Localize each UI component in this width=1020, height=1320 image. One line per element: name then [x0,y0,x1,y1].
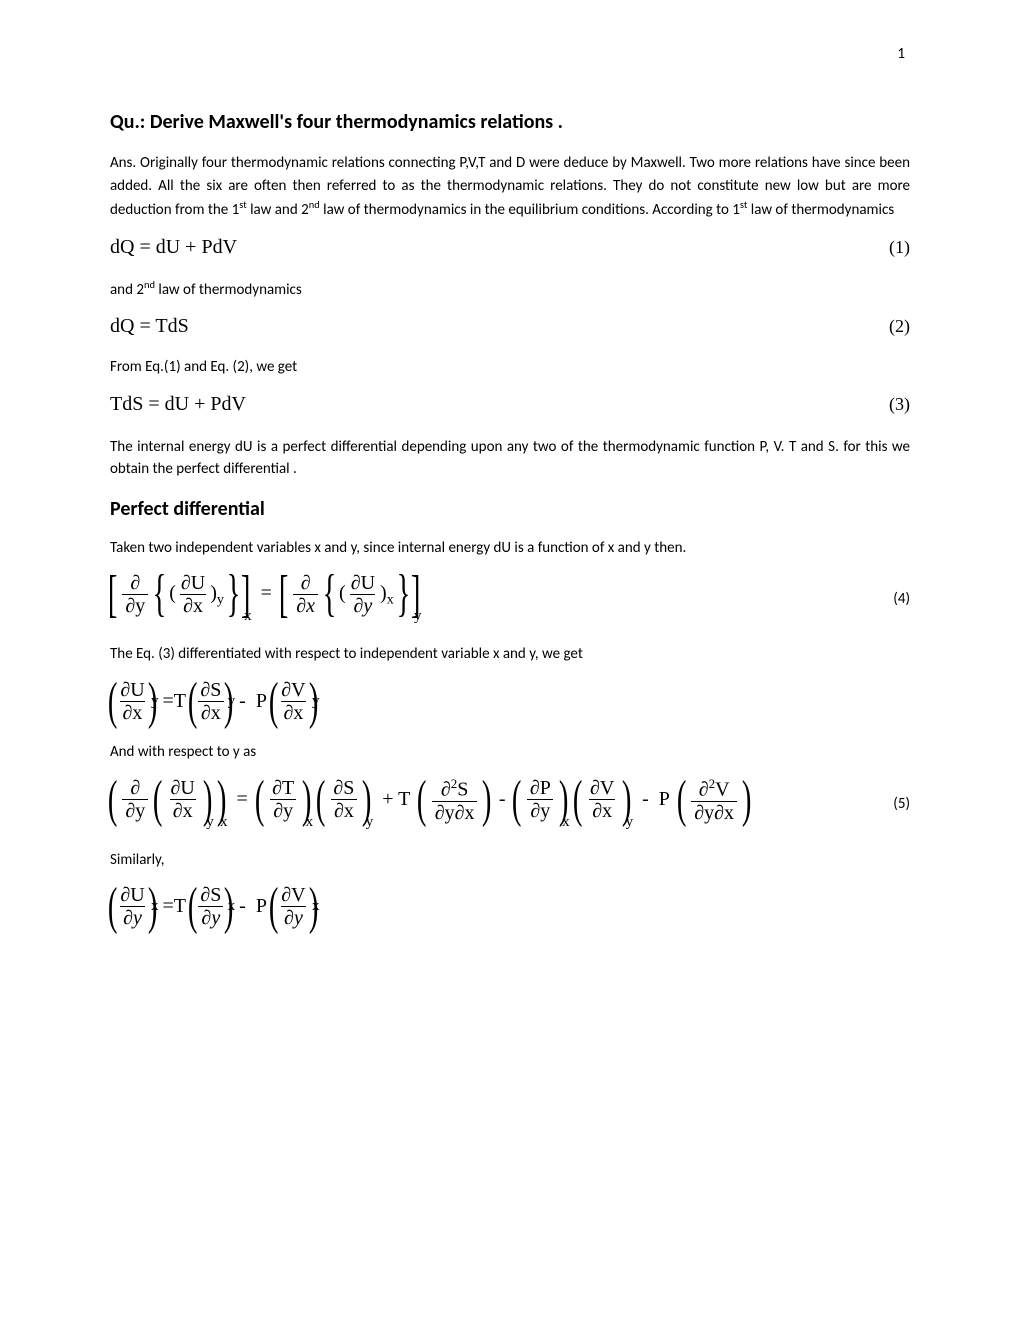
superscript: nd [144,278,155,291]
text: law of thermodynamics [155,281,302,299]
paragraph-6: The Eq. (3) differentiated with respect … [110,643,910,666]
equation-4: [ ∂∂y { (∂U∂x)y } ]x = [ ∂∂x { (∂U∂y)x }… [110,573,910,625]
equation-ux: ( ∂U∂x )y =T ( ∂S∂x )y - P ( ∂V∂x )y [110,680,910,723]
equation-5: ( ∂∂y ( ∂U∂x )y )x = ( ∂T∂y )x ( ∂S∂x )y… [110,777,910,830]
paragraph-7: And with respect to y as [110,741,910,764]
paragraph-3: From Eq.(1) and Eq. (2), we get [110,356,910,379]
superscript: nd [309,198,320,211]
paragraph-5: Taken two independent variables x and y,… [110,537,910,560]
equation-uy: ( ∂U∂y )x =T ( ∂S∂y )x - P ( ∂V∂y )x [110,885,910,928]
equation-text: TdS = dU + PdV [110,393,869,416]
text: and 2 [110,281,144,299]
equation-number: (4) [870,590,910,608]
equation-2: dQ = TdS (2) [110,315,910,338]
equation-text: dQ = TdS [110,315,869,338]
equation-3: TdS = dU + PdV (3) [110,393,910,416]
page: 1 Qu.: Derive Maxwell's four thermodynam… [0,0,1020,1320]
equation-number: (1) [869,237,910,258]
paragraph-8: Similarly, [110,849,910,872]
paragraph-4: The internal energy dU is a perfect diff… [110,436,910,481]
superscript: st [239,198,247,211]
section-title: Perfect differential [110,497,910,521]
paragraph-2: and 2nd law of thermodynamics [110,277,910,302]
equation-body: [ ∂∂y { (∂U∂x)y } ]x = [ ∂∂x { (∂U∂y)x }… [110,573,870,625]
text: law of thermodynamics [747,201,894,219]
equation-1: dQ = dU + PdV (1) [110,236,910,259]
equation-number: (2) [869,316,910,337]
text: law of thermodynamics in the equilibrium… [320,201,740,219]
equation-text: dQ = dU + PdV [110,236,869,259]
equation-number: (5) [870,795,910,813]
question-title: Qu.: Derive Maxwell's four thermodynamic… [110,110,910,134]
paragraph-1: Ans. Originally four thermodynamic relat… [110,152,910,222]
equation-number: (3) [869,394,910,415]
equation-body: ( ∂∂y ( ∂U∂x )y )x = ( ∂T∂y )x ( ∂S∂x )y… [110,777,870,830]
text: law and 2 [247,201,309,219]
page-number: 1 [897,45,905,63]
